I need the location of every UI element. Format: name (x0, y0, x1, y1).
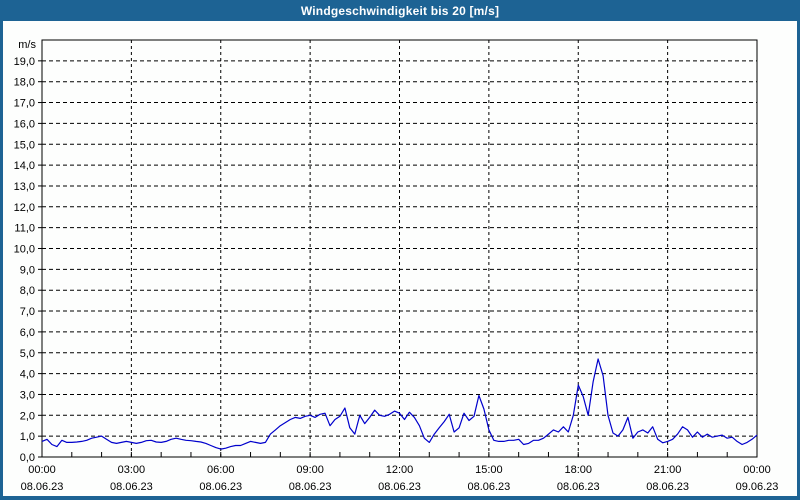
y-tick-label: 4,0 (20, 369, 35, 381)
y-tick-label: 9,0 (20, 264, 35, 276)
x-tick-time-label: 21:00 (654, 464, 682, 476)
x-tick-date-label: 08.06.23 (110, 481, 153, 493)
y-tick-label: 17,0 (14, 98, 35, 110)
x-tick-time-label: 03:00 (118, 464, 146, 476)
y-tick-label: 1,0 (20, 431, 35, 443)
x-tick-date-label: 08.06.23 (646, 481, 689, 493)
y-tick-label: 11,0 (14, 223, 35, 235)
x-tick-date-label: 09.06.23 (736, 481, 779, 493)
x-tick-date-label: 08.06.23 (557, 481, 600, 493)
x-tick-time-label: 18:00 (564, 464, 592, 476)
y-tick-label: 18,0 (14, 77, 35, 89)
x-tick-time-label: 00:00 (28, 464, 56, 476)
y-tick-label: 0,0 (20, 452, 35, 464)
y-tick-label: 13,0 (14, 181, 35, 193)
y-tick-label: 7,0 (20, 306, 35, 318)
x-tick-date-label: 08.06.23 (378, 481, 421, 493)
x-tick-time-label: 12:00 (386, 464, 414, 476)
y-tick-label: 8,0 (20, 285, 35, 297)
y-tick-label: 12,0 (14, 202, 35, 214)
y-tick-label: 19,0 (14, 56, 35, 68)
y-tick-label: 14,0 (14, 160, 35, 172)
plot-border (41, 39, 758, 458)
wind-speed-line (41, 358, 758, 450)
x-tick-time-label: 15:00 (475, 464, 503, 476)
x-tick-time-label: 06:00 (207, 464, 235, 476)
y-tick-label: 3,0 (20, 389, 35, 401)
window-frame-right (797, 0, 800, 500)
y-axis-unit-label: m/s (18, 39, 36, 51)
y-tick-label: 6,0 (20, 327, 35, 339)
y-tick-label: 2,0 (20, 410, 35, 422)
x-tick-date-label: 08.06.23 (289, 481, 332, 493)
window-frame-bottom (0, 496, 800, 500)
title-bar: Windgeschwindigkeit bis 20 [m/s] (0, 0, 800, 21)
x-tick-time-label: 00:00 (743, 464, 771, 476)
window-frame-left (0, 0, 3, 500)
window-title: Windgeschwindigkeit bis 20 [m/s] (300, 3, 500, 18)
x-tick-date-label: 08.06.23 (199, 481, 242, 493)
x-tick-date-label: 08.06.23 (467, 481, 510, 493)
y-tick-label: 15,0 (14, 139, 35, 151)
x-tick-time-label: 09:00 (296, 464, 324, 476)
x-tick-date-label: 08.06.23 (21, 481, 64, 493)
y-tick-label: 16,0 (14, 118, 35, 130)
y-tick-label: 10,0 (14, 244, 35, 256)
y-tick-label: 5,0 (20, 348, 35, 360)
